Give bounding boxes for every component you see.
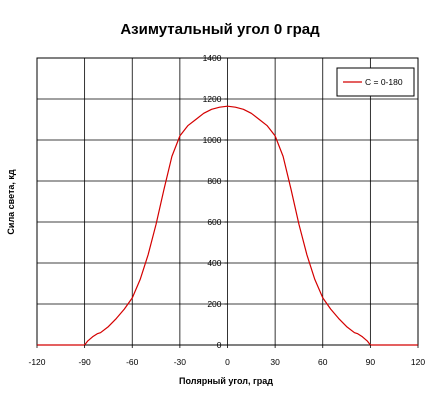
y-axis-ticks: 0 200 400 600 800 1000 1200 1400 (203, 53, 228, 350)
y-tick-label: 400 (207, 258, 221, 268)
chart-title: Азимутальный угол 0 град (120, 21, 320, 38)
x-tick-label: 90 (366, 357, 376, 367)
grid (37, 58, 418, 345)
y-tick-label: 1200 (203, 94, 222, 104)
x-tick-label: 30 (270, 357, 280, 367)
legend: C = 0-180 (336, 67, 415, 97)
y-tick-label: 0 (217, 340, 222, 350)
x-tick-label: -90 (78, 357, 91, 367)
y-axis-title: Сила света, кд (6, 169, 16, 234)
x-tick-label: 0 (225, 357, 230, 367)
x-tick-label: -120 (28, 357, 45, 367)
x-axis-title: Полярный угол, град (179, 376, 273, 386)
y-tick-label: 200 (207, 299, 221, 309)
x-axis-ticks: -120 -90 -60 -30 0 30 60 90 120 (28, 345, 425, 367)
x-tick-label: -30 (174, 357, 187, 367)
series-line (37, 105, 418, 346)
y-tick-label: 1400 (203, 53, 222, 63)
y-tick-label: 1000 (203, 135, 222, 145)
x-tick-label: -60 (126, 357, 139, 367)
series-layer (37, 105, 418, 346)
x-tick-label: 60 (318, 357, 328, 367)
y-tick-label: 800 (207, 176, 221, 186)
x-tick-label: 120 (411, 357, 425, 367)
y-tick-label: 600 (207, 217, 221, 227)
legend-label: C = 0-180 (365, 77, 403, 87)
